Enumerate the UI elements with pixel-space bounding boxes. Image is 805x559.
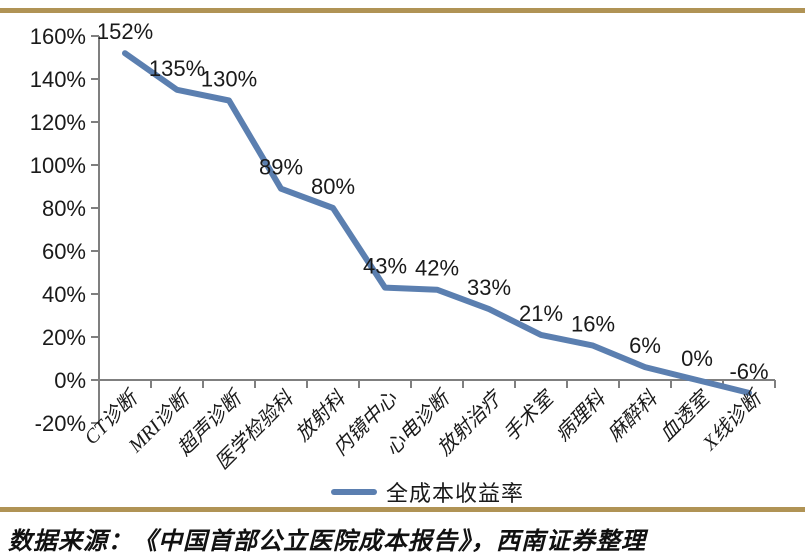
y-axis-label: 0%: [54, 368, 86, 393]
data-point-label: 130%: [201, 67, 257, 92]
data-source-note: 数据来源：《中国首部公立医院成本报告》，西南证券整理: [8, 529, 646, 555]
chart-legend: 全成本收益率: [25, 476, 805, 508]
y-axis-label: 80%: [42, 196, 86, 221]
data-point-label: 0%: [681, 346, 713, 371]
data-point-label: 42%: [415, 256, 459, 281]
data-point-label: 6%: [629, 333, 661, 358]
data-point-label: 135%: [149, 56, 205, 81]
data-point-label: 80%: [311, 174, 355, 199]
series-line: [122, 50, 752, 396]
legend-series-label: 全成本收益率: [385, 481, 524, 506]
y-axis-label: 40%: [42, 282, 86, 307]
x-axis-category-label: 病理科: [552, 387, 611, 446]
y-axis-label: 160%: [30, 24, 86, 49]
top-accent-rule: [0, 8, 805, 13]
data-point-label: 89%: [259, 155, 303, 180]
data-point-label: 33%: [467, 275, 511, 300]
x-axis-category-label: 手术室: [500, 386, 560, 446]
legend-line-swatch: [330, 489, 377, 495]
x-axis-category-label: X线诊断: [698, 385, 768, 455]
data-point-label: 16%: [571, 312, 615, 337]
bottom-accent-rule: [0, 507, 805, 512]
y-axis-label: 100%: [30, 153, 86, 178]
data-point-label: 43%: [363, 254, 407, 279]
data-point-label: 152%: [97, 19, 153, 44]
y-axis-label: 60%: [42, 239, 86, 264]
y-axis-label: 120%: [30, 110, 86, 135]
data-point-label: -6%: [729, 359, 768, 384]
data-point-label: 21%: [519, 301, 563, 326]
x-axis-category-label: 麻醉科: [604, 387, 663, 446]
line-chart: 160% 140% 120% 100% 80% 60% 40% 20% 0% -20% 152% 13…: [30, 19, 776, 472]
y-axis-label: -20%: [35, 411, 86, 436]
y-axis-label: 20%: [42, 325, 86, 350]
y-axis-label: 140%: [30, 67, 86, 92]
